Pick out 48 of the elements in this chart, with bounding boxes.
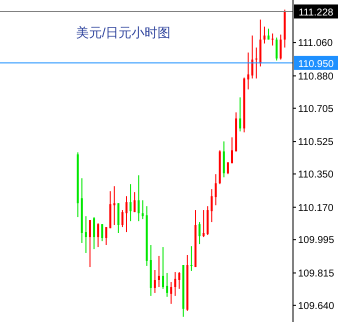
candlestick xyxy=(214,174,217,206)
candlestick xyxy=(263,26,266,44)
candlestick xyxy=(138,174,140,222)
y-tick-label: 109.815 xyxy=(298,268,335,280)
candlestick xyxy=(251,35,254,79)
y-tick-label: 110.525 xyxy=(298,137,334,148)
candlestick xyxy=(276,37,278,62)
candlestick xyxy=(134,192,136,213)
candlestick xyxy=(154,270,156,294)
candlestick xyxy=(280,34,282,60)
candlestick xyxy=(222,140,225,178)
candlestick xyxy=(97,222,100,248)
candlestick xyxy=(117,202,120,234)
text: 美元/日元小时图 xyxy=(76,24,171,42)
candlestick xyxy=(247,52,250,90)
candlestick xyxy=(142,200,144,220)
y-tick-label: 109.995 xyxy=(298,235,335,246)
candlestick xyxy=(170,282,172,304)
candlestick xyxy=(130,184,132,222)
candlestick xyxy=(272,32,274,46)
candlestick xyxy=(121,210,124,228)
candlestick xyxy=(210,188,213,223)
candlestick xyxy=(259,19,262,67)
y-tick-label: 110.705 xyxy=(298,104,334,115)
candlestick xyxy=(84,216,87,254)
candlestick xyxy=(198,222,201,245)
candlestick xyxy=(105,226,108,246)
candlestick xyxy=(202,210,205,238)
candlestick xyxy=(239,96,242,132)
candlestick xyxy=(174,272,176,296)
candlestick xyxy=(126,196,128,233)
candlestick xyxy=(190,246,192,272)
candlestick xyxy=(93,216,96,250)
y-tick-label: 110.170 xyxy=(298,202,334,214)
candlestick xyxy=(162,246,164,290)
y-tick-label: 110.880 xyxy=(298,71,334,82)
candlestick xyxy=(113,186,116,226)
y-tick-label: 111.060 xyxy=(298,38,334,50)
candlestick xyxy=(166,272,168,298)
candlestick xyxy=(178,272,180,290)
candlestick xyxy=(231,136,234,164)
candlestick xyxy=(101,224,104,242)
candlestick xyxy=(158,255,160,288)
y-tick-label: 109.640 xyxy=(298,300,335,312)
ref-line-label: 111.228 xyxy=(298,7,334,18)
ref-line-label: 110.950 xyxy=(298,58,334,70)
y-tick-label: 110.350 xyxy=(298,170,334,181)
candlestick xyxy=(88,220,91,268)
